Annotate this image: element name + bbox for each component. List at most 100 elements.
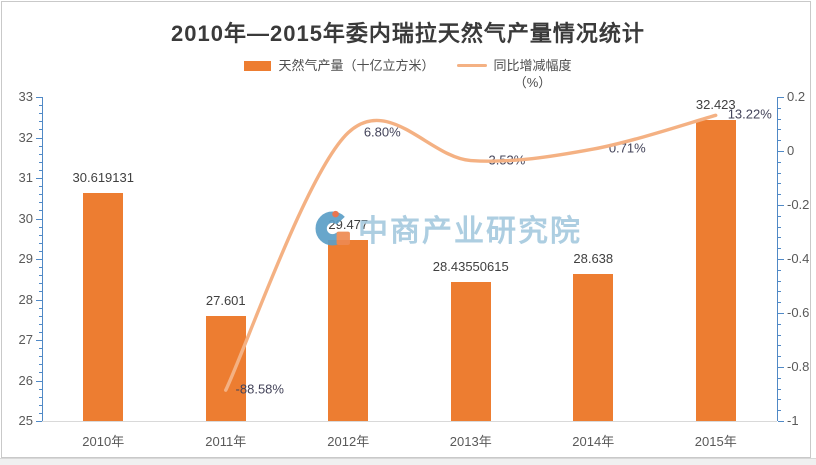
right-axis-tick-label: -1 [787, 413, 799, 428]
left-axis-minor-tick [39, 161, 42, 163]
bar-value-label: 28.638 [573, 250, 614, 266]
left-axis-minor-tick [39, 291, 42, 293]
bar [695, 120, 736, 421]
right-axis-major-tick [778, 421, 784, 422]
left-axis-minor-tick [39, 113, 42, 115]
right-axis-tick-label: -0.8 [787, 359, 810, 374]
right-axis-minor-tick [778, 183, 781, 185]
legend-label: 天然气产量（十亿立方米） [278, 58, 435, 73]
left-axis-minor-tick [39, 356, 42, 358]
right-axis-minor-tick [778, 334, 781, 336]
x-axis-label: 2013年 [449, 434, 492, 449]
x-axis-label: 2010年 [82, 434, 125, 449]
right-axis-line [777, 97, 778, 421]
right-axis-major-tick [778, 205, 784, 206]
right-axis-minor-tick [778, 302, 781, 304]
right-axis-minor-tick [778, 161, 781, 163]
line-point-label: 0.71% [608, 140, 646, 156]
line-point-label: 6.80% [363, 124, 401, 140]
left-axis-minor-tick [39, 364, 42, 366]
left-axis-minor-tick [39, 250, 42, 252]
left-axis-major-tick [36, 340, 42, 341]
bar-value-label: 27.601 [205, 292, 246, 308]
watermark-logo-icon [315, 210, 350, 245]
left-axis-minor-tick [39, 129, 42, 131]
right-axis-minor-tick [778, 107, 781, 109]
right-axis-minor-tick [778, 140, 781, 142]
legend-label: 同比增减幅度 [493, 58, 572, 73]
left-axis-minor-tick [39, 372, 42, 374]
right-axis-tick-label: -0.4 [787, 251, 810, 266]
x-axis-label: 2012年 [327, 434, 370, 449]
legend: 天然气产量（十亿立方米） 同比增减幅度 （%） [0, 57, 816, 91]
right-axis-minor-tick [778, 118, 781, 120]
right-axis-minor-tick [778, 345, 781, 347]
right-axis-major-tick [778, 97, 784, 98]
right-axis-tick-label: -0.6 [787, 305, 810, 320]
left-axis-major-tick [36, 137, 42, 139]
chart-title: 2010年—2015年委内瑞拉天然气产量情况统计 [171, 21, 645, 46]
left-axis-minor-tick [39, 194, 42, 196]
right-axis-minor-tick [778, 269, 781, 271]
right-axis-minor-tick [778, 215, 781, 217]
right-axis-minor-tick [778, 237, 781, 239]
left-axis-minor-tick [39, 315, 42, 317]
bar [205, 315, 246, 421]
left-axis-minor-tick [39, 331, 42, 333]
right-axis-minor-tick [778, 226, 781, 228]
bar-value-label: 32.423 [695, 97, 736, 113]
bar-value-label: 30.619131 [72, 170, 134, 186]
left-axis-minor-tick [39, 234, 42, 236]
left-axis-minor-tick [39, 105, 42, 107]
legend-item-gas-production: 天然气产量（十亿立方米） [244, 57, 435, 74]
left-axis-tick-label: 29 [18, 251, 33, 266]
right-axis-major-tick [778, 151, 784, 152]
left-axis-tick-label: 28 [18, 291, 33, 307]
left-axis-major-tick [36, 97, 42, 98]
right-axis-minor-tick [778, 356, 781, 358]
line-point-label: -3.53% [484, 152, 526, 168]
left-axis-minor-tick [39, 242, 42, 244]
right-axis-major-tick [778, 367, 784, 368]
left-axis-major-tick [36, 218, 42, 220]
left-axis-tick-label: 33 [18, 89, 33, 104]
left-axis-major-tick [36, 299, 42, 301]
right-axis-tick-label: -0.2 [787, 197, 810, 212]
line-point-label: 13.22% [727, 106, 772, 122]
left-axis-tick-label: 30 [18, 210, 33, 226]
legend-line-swatch-icon [456, 64, 487, 67]
left-axis-minor-tick [39, 186, 42, 188]
line-point-label: -88.58% [235, 381, 284, 397]
left-axis-tick-label: 32 [18, 129, 33, 145]
left-axis-minor-tick [39, 169, 42, 171]
left-axis-major-tick [36, 259, 42, 260]
bar-value-label: 28.43550615 [432, 258, 509, 274]
x-axis-label: 2014年 [572, 434, 615, 449]
left-axis-tick-label: 26 [18, 372, 33, 388]
left-axis-minor-tick [39, 412, 42, 414]
left-axis-minor-tick [39, 388, 42, 390]
left-axis-minor-tick [39, 210, 42, 212]
bar [573, 273, 614, 421]
right-axis-minor-tick [778, 323, 781, 325]
bar [83, 193, 124, 421]
left-axis-minor-tick [39, 283, 42, 285]
left-axis-major-tick [36, 178, 42, 179]
left-axis-minor-tick [39, 275, 42, 277]
left-axis-minor-tick [39, 226, 42, 228]
legend-sublabel: （%） [513, 75, 552, 90]
bar [450, 281, 491, 421]
left-axis-minor-tick [39, 153, 42, 155]
left-axis-minor-tick [39, 307, 42, 309]
left-axis-minor-tick [39, 323, 42, 325]
left-axis-minor-tick [39, 121, 42, 123]
right-axis-minor-tick [778, 280, 781, 282]
legend-item-yoy-growth: 同比增减幅度 （%） [456, 57, 572, 91]
left-axis-minor-tick [39, 348, 42, 350]
right-axis-minor-tick [778, 129, 781, 131]
x-axis-label: 2015年 [694, 434, 737, 449]
left-axis-tick-label: 31 [18, 170, 33, 185]
right-axis-minor-tick [778, 377, 781, 379]
left-axis-major-tick [36, 421, 42, 422]
